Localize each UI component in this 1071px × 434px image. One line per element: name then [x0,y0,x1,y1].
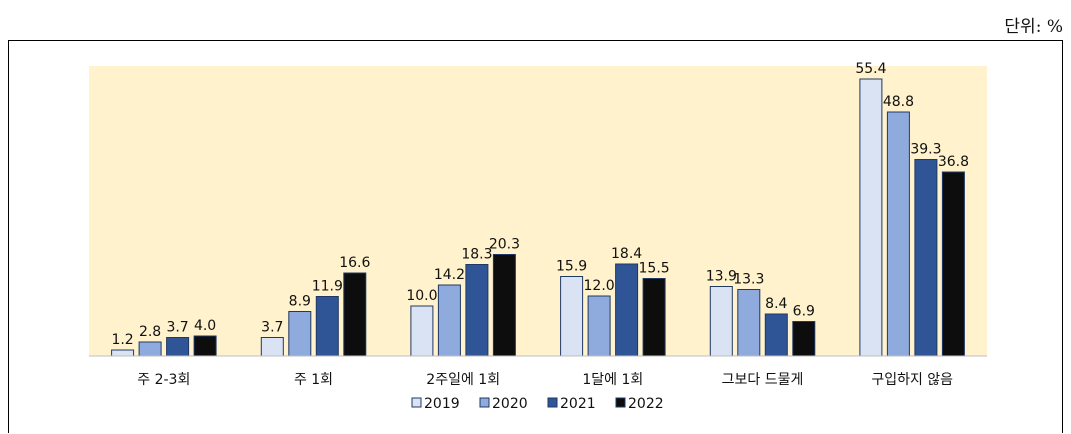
data-label-2020-0: 2.8 [139,324,161,340]
bar-chart: 1.2 2.8 3.7 4.0 3.78.911.916.610.014.218.320… [89,61,987,412]
bar-2022-2 [492,254,516,357]
data-label-2022-4: 6.9 [793,304,815,320]
x-tick-label-5: 구입하지 않음 [871,372,953,388]
legend-label-2022: 2022 [628,396,664,412]
bar-2020-2 [437,284,461,357]
x-tick-label-1: 주 1회 [294,372,333,388]
data-label-2019-1: 3.7 [261,320,283,336]
data-label-2021-4: 8.4 [765,296,787,312]
bar-2022-1 [343,272,367,357]
bar-2021-2 [465,264,489,357]
legend-label-2021: 2021 [560,396,596,412]
data-label-2022-3: 15.5 [639,261,670,277]
plot-background [89,66,987,356]
bar-2019-5 [859,78,883,357]
data-label-2020-3: 12.0 [584,278,615,294]
bar-2019-3 [560,276,584,357]
bar-2022-0 [193,335,217,357]
data-label-2019-3: 15.9 [556,259,587,275]
data-label-2020-2: 14.2 [434,267,465,283]
unit-label: 단위: % [1004,17,1063,37]
data-label-2021-1: 11.9 [312,279,343,295]
data-label-2020-1: 8.9 [289,294,311,310]
legend-swatch-2022 [615,397,626,408]
bar-2022-3 [642,278,666,357]
bar-2020-4 [737,289,761,357]
legend-label-2019: 2019 [424,396,460,412]
x-tick-label-0: 주 2-3회 [137,372,190,388]
legend-swatch-2019 [411,397,422,408]
bar-2021-4 [764,313,788,357]
bar-2021-5 [914,159,938,357]
bar-2022-4 [792,321,816,357]
bar-2020-5 [886,111,910,357]
data-label-2021-5: 39.3 [910,142,941,158]
chart-frame: 1.2 2.8 3.7 4.0 3.7 8.9 11.9 16.6 10.0 14.2 18.3 20… [8,40,1063,433]
bar-2020-0 [138,341,162,357]
legend-label-2020: 2020 [492,396,528,412]
data-labels-group: 1.2 2.8 3.7 4.0 3.7 8.911.9 16.6 10.0 14.2 18.320… [111,61,969,348]
data-label-2022-0: 4.0 [194,318,216,334]
bars-group [111,78,965,357]
bar-2021-3 [615,263,639,357]
data-label-2020-4: 13.3 [733,272,764,288]
data-label-2021-3: 18.4 [611,246,642,262]
data-label-2022-1: 16.6 [339,255,370,271]
data-label-2019-2: 10.0 [406,288,437,304]
data-label-2021-0: 3.7 [166,320,188,336]
bar-2019-1 [260,337,284,357]
legend-swatch-2021 [547,397,558,408]
bar-2021-0 [166,337,190,357]
bar-2021-1 [315,296,339,357]
x-tick-label-3: 1달에 1회 [582,372,643,388]
bar-2020-1 [288,311,312,357]
x-tick-label-4: 그보다 드물게 [722,372,804,388]
legend: 2019 2020 2021 2022 [411,396,664,412]
bar-2020-3 [587,295,611,357]
data-label-2021-2: 18.3 [461,247,492,263]
bar-2019-0 [111,349,135,357]
x-tick-labels: 주 2-3회 주 1회 2주일에 1회 1달에 1회 그보다 드물게 구입하지 않음 [137,372,953,388]
data-label-2019-4: 13.9 [706,269,737,285]
x-tick-label-2: 2주일에 1회 [426,372,500,388]
data-label-2022-2: 20.3 [489,237,520,253]
data-label-2020-5: 48.8 [883,94,914,110]
bar-2019-2 [410,305,434,357]
data-label-2022-5: 36.8 [938,154,969,170]
data-label-2019-5: 55.4 [855,61,886,77]
data-label-2019-0: 1.2 [111,332,133,348]
legend-swatch-2020 [479,397,490,408]
bar-2019-4 [709,286,733,357]
bar-2022-5 [941,171,965,357]
